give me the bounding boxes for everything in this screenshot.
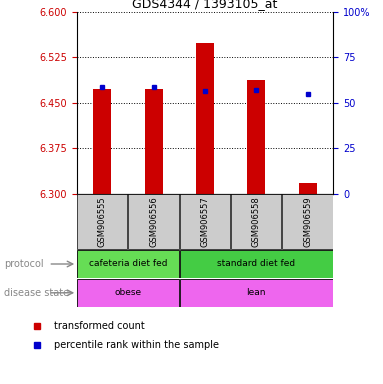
FancyBboxPatch shape [282, 194, 333, 249]
Text: standard diet fed: standard diet fed [217, 260, 295, 268]
Text: lean: lean [247, 288, 266, 297]
FancyBboxPatch shape [77, 279, 179, 307]
Text: GSM906555: GSM906555 [98, 197, 107, 247]
Bar [145, 89, 162, 194]
Bar [299, 183, 316, 194]
Text: GSM906558: GSM906558 [252, 196, 261, 247]
Bar [247, 79, 265, 194]
Text: transformed count: transformed count [54, 321, 145, 331]
Text: obese: obese [115, 288, 141, 297]
Text: GSM906559: GSM906559 [303, 197, 312, 247]
FancyBboxPatch shape [77, 250, 179, 278]
FancyBboxPatch shape [180, 250, 333, 278]
FancyBboxPatch shape [77, 194, 128, 249]
Text: cafeteria diet fed: cafeteria diet fed [89, 260, 167, 268]
FancyBboxPatch shape [180, 194, 230, 249]
FancyBboxPatch shape [231, 194, 282, 249]
Title: GDS4344 / 1393105_at: GDS4344 / 1393105_at [132, 0, 278, 10]
Text: disease state: disease state [4, 288, 69, 298]
Text: GSM906556: GSM906556 [149, 196, 158, 247]
Bar [196, 43, 214, 194]
FancyBboxPatch shape [128, 194, 179, 249]
Text: protocol: protocol [4, 259, 43, 269]
Bar [93, 89, 111, 194]
Text: GSM906557: GSM906557 [200, 196, 210, 247]
FancyBboxPatch shape [180, 279, 333, 307]
Text: percentile rank within the sample: percentile rank within the sample [54, 340, 219, 350]
